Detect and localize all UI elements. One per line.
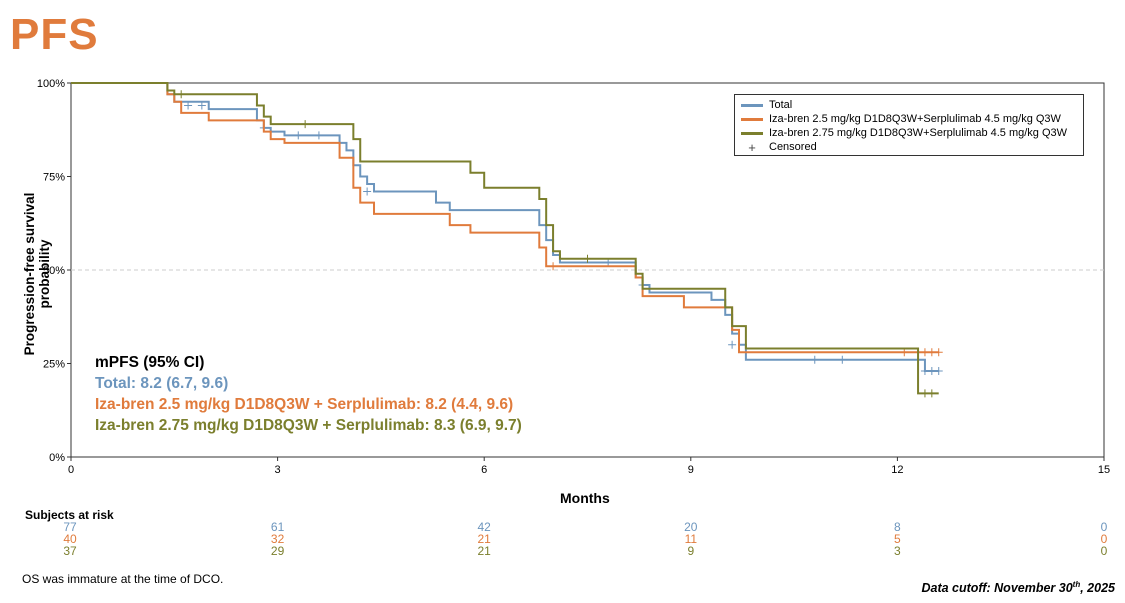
legend-label-total: Total xyxy=(769,99,793,111)
legend-item-censored: + Censored xyxy=(741,139,1077,155)
legend-label-dose1: Iza-bren 2.5 mg/kg D1D8Q3W+Serplulimab 4… xyxy=(769,113,1061,125)
censor-mark-1 xyxy=(927,348,936,357)
risk-value: 21 xyxy=(477,544,491,558)
censor-mark-0 xyxy=(728,340,737,349)
risk-table-title: Subjects at risk xyxy=(25,508,114,522)
risk-value: 9 xyxy=(687,544,695,558)
y-tick-label: 100% xyxy=(37,78,65,90)
y-tick-label: 75% xyxy=(43,172,65,184)
risk-value: 11 xyxy=(684,532,698,546)
censor-mark-0 xyxy=(294,131,303,140)
censor-mark-0 xyxy=(184,101,193,110)
risk-value: 32 xyxy=(270,532,285,546)
censor-mark-0 xyxy=(363,187,372,196)
cutoff-prefix: Data cutoff: November 30 xyxy=(921,581,1073,596)
y-tick-label: 0% xyxy=(49,452,65,464)
page-title: PFS xyxy=(10,10,99,59)
x-tick-label: 12 xyxy=(891,464,903,476)
x-tick-label: 3 xyxy=(275,464,281,476)
risk-value: 42 xyxy=(477,520,491,534)
censor-mark-0 xyxy=(934,366,943,375)
y-tick-label: 25% xyxy=(43,359,65,371)
risk-value: 0 xyxy=(1100,544,1108,558)
censor-mark-0 xyxy=(604,258,613,267)
risk-value: 77 xyxy=(63,520,77,534)
legend-swatch-dose1 xyxy=(741,117,763,121)
risk-value: 0 xyxy=(1100,520,1108,534)
data-cutoff: Data cutoff: November 30th, 2025 xyxy=(921,580,1115,595)
mpfs-total: Total: 8.2 (6.7, 9.6) xyxy=(95,375,229,392)
legend-swatch-dose2 xyxy=(741,131,763,135)
censor-mark-0 xyxy=(314,131,323,140)
legend-item-dose2: Iza-bren 2.75 mg/kg D1D8Q3W+Serplulimab … xyxy=(741,126,1077,140)
censor-mark-0 xyxy=(838,355,847,364)
x-tick-label: 6 xyxy=(481,464,487,476)
censor-mark-1 xyxy=(900,348,909,357)
censor-mark-0 xyxy=(920,366,929,375)
x-axis-label: Months xyxy=(560,490,610,506)
y-tick-label: 50% xyxy=(43,265,65,277)
risk-value: 40 xyxy=(63,532,77,546)
series-line-1 xyxy=(71,82,939,354)
legend-item-dose1: Iza-bren 2.5 mg/kg D1D8Q3W+Serplulimab 4… xyxy=(741,112,1077,126)
censor-mark-0 xyxy=(197,101,206,110)
censor-mark-0 xyxy=(810,355,819,364)
censored-plus-icon: + xyxy=(748,139,756,155)
censor-mark-2 xyxy=(927,389,936,398)
censor-mark-2 xyxy=(177,90,186,99)
censor-mark-1 xyxy=(920,348,929,357)
risk-value: 20 xyxy=(684,520,698,534)
mpfs-heading: mPFS (95% CI) xyxy=(95,354,205,371)
risk-value: 21 xyxy=(477,532,491,546)
censor-mark-2 xyxy=(583,254,592,263)
footnote: OS was immature at the time of DCO. xyxy=(22,572,224,586)
mpfs-dose2: Iza-bren 2.75 mg/kg D1D8Q3W + Serplulima… xyxy=(95,417,522,434)
cutoff-sup: th xyxy=(1072,580,1081,589)
censor-mark-1 xyxy=(934,348,943,357)
legend-swatch-total xyxy=(741,103,763,107)
series-line-2 xyxy=(71,82,939,395)
x-tick-label: 15 xyxy=(1098,464,1110,476)
risk-value: 29 xyxy=(270,544,285,558)
chart-legend: Total Iza-bren 2.5 mg/kg D1D8Q3W+Serplul… xyxy=(734,94,1084,156)
x-tick-label: 0 xyxy=(68,464,74,476)
censor-mark-2 xyxy=(301,120,310,129)
legend-label-censored: Censored xyxy=(769,141,817,153)
risk-value: 0 xyxy=(1100,532,1108,546)
cutoff-suffix: , 2025 xyxy=(1080,581,1115,596)
y-axis-label: Progression-free survival probability xyxy=(22,192,52,356)
risk-value: 3 xyxy=(894,544,901,558)
x-tick-label: 9 xyxy=(688,464,694,476)
mpfs-dose1: Iza-bren 2.5 mg/kg D1D8Q3W + Serplulimab… xyxy=(95,396,514,413)
risk-value: 61 xyxy=(270,520,285,534)
mpfs-stats: mPFS (95% CI) Total: 8.2 (6.7, 9.6) Iza-… xyxy=(95,352,522,436)
legend-label-dose2: Iza-bren 2.75 mg/kg D1D8Q3W+Serplulimab … xyxy=(769,127,1068,139)
censor-mark-2 xyxy=(920,389,929,398)
risk-value: 5 xyxy=(894,532,901,546)
legend-item-total: Total xyxy=(741,98,1077,112)
risk-value: 8 xyxy=(894,520,901,534)
censor-mark-0 xyxy=(927,366,936,375)
risk-value: 37 xyxy=(63,544,77,558)
censor-mark-1 xyxy=(549,262,558,271)
